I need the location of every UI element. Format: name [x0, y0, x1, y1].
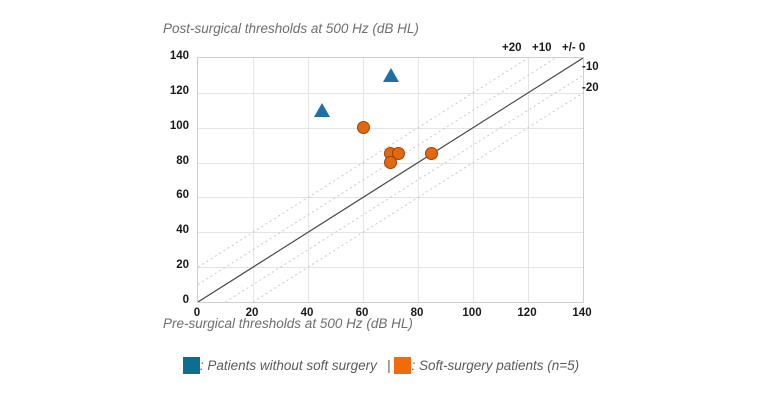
y-tick-label: 140: [169, 50, 189, 62]
x-tick-label: 100: [462, 307, 482, 319]
reference-line-label: -10: [582, 61, 599, 73]
gridline-horizontal: [198, 127, 583, 129]
plot-inner: [198, 58, 583, 302]
reference-line: [198, 58, 556, 285]
y-tick-label: 100: [169, 119, 189, 132]
plot-area: [197, 57, 584, 303]
gridline-horizontal: [198, 232, 583, 234]
x-tick-label: 0: [193, 307, 201, 319]
data-point-triangle: [382, 68, 399, 83]
reference-line-label: +/- 0: [562, 42, 586, 54]
gridline-horizontal: [198, 92, 583, 94]
y-tick-label: 20: [176, 259, 189, 272]
x-tick-label: 140: [572, 307, 592, 319]
reference-line: [198, 58, 529, 268]
y-axis-title: Post-surgical thresholds at 500 Hz (dB H…: [163, 21, 419, 36]
x-tick-label: 40: [300, 307, 314, 319]
x-axis-title: Pre-surgical thresholds at 500 Hz (dB HL…: [163, 316, 413, 331]
gridline-horizontal: [198, 267, 583, 269]
reference-line-label: +20: [502, 42, 522, 54]
gridline-vertical: [253, 58, 254, 302]
gridline-vertical: [473, 58, 474, 302]
gridline-vertical: [528, 58, 529, 302]
x-tick-label: 120: [517, 307, 537, 319]
y-tick-label: 40: [176, 224, 189, 237]
legend-label-blue: : Patients without soft surgery: [199, 358, 377, 373]
gridline-vertical: [418, 58, 419, 302]
y-tick-label: 0: [182, 294, 189, 306]
legend-swatch-orange: [394, 357, 412, 374]
legend-label-orange: : Soft-surgery patients (n=5): [411, 358, 580, 373]
data-point-circle: [384, 156, 397, 170]
legend-row: : Patients without soft surgery | : Soft…: [182, 357, 585, 374]
y-tick-label: 80: [176, 154, 189, 167]
x-tick-label: 80: [410, 307, 424, 319]
reference-line: [225, 75, 583, 302]
data-point-circle: [425, 147, 439, 161]
legend-separator: |: [386, 358, 391, 373]
reference-lines: [198, 58, 583, 302]
data-point-triangle: [313, 103, 330, 118]
chart-legend: : Patients without soft surgery | : Soft…: [0, 357, 768, 377]
reference-line: [198, 58, 583, 302]
x-tick-label: 20: [245, 307, 259, 319]
data-point-circle: [392, 147, 406, 161]
gridline-vertical: [308, 58, 309, 302]
reference-line: [252, 92, 583, 302]
y-tick-label: 60: [176, 189, 189, 202]
legend-swatch-blue: [182, 357, 200, 374]
reference-line-label: -20: [582, 82, 599, 94]
reference-line-label: +10: [532, 42, 552, 54]
y-tick-label: 120: [169, 84, 189, 97]
x-tick-label: 60: [355, 307, 369, 319]
data-point-circle: [356, 121, 370, 135]
